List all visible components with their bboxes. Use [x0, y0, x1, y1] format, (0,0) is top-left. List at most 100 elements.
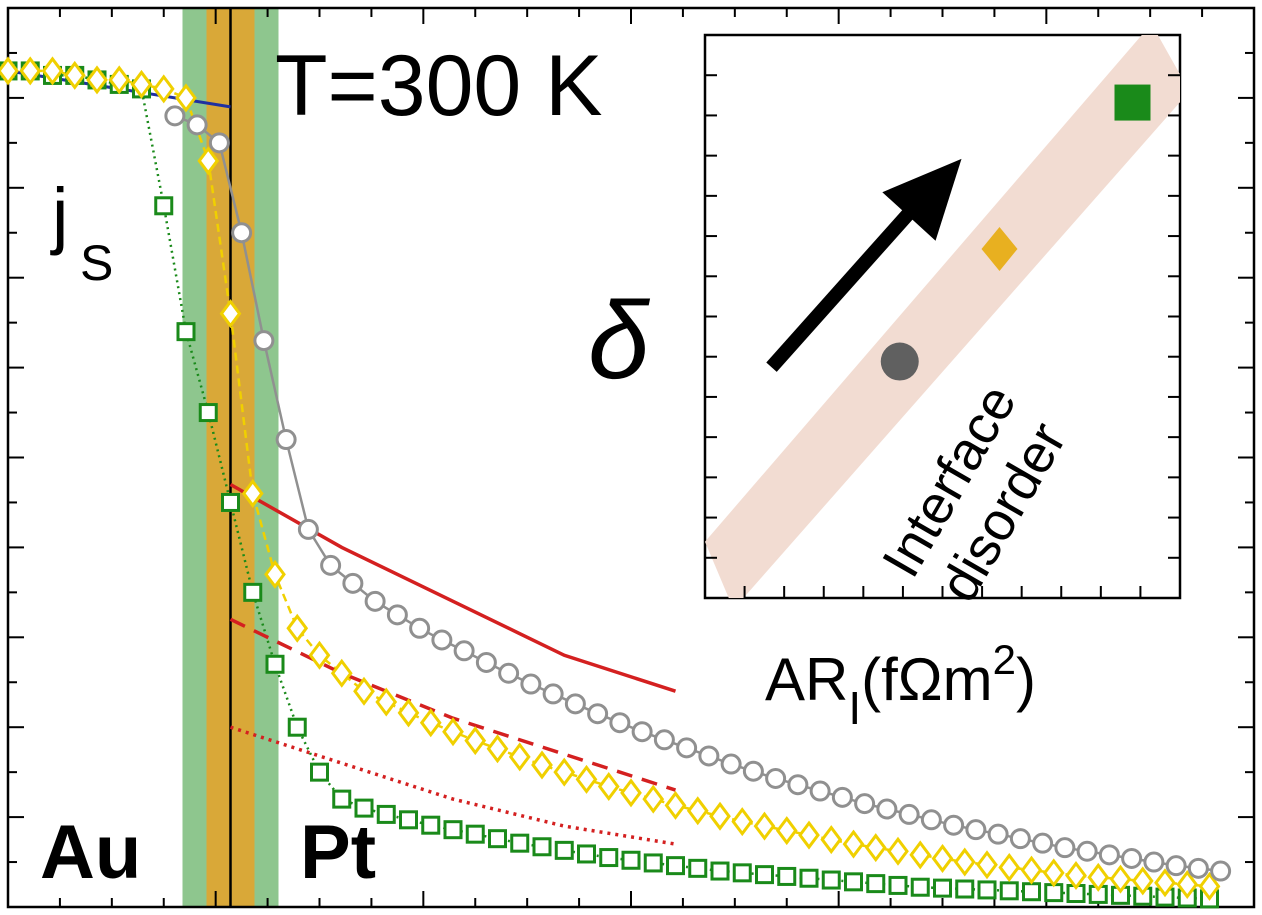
circle-marker — [742, 760, 764, 782]
square-marker — [332, 789, 352, 809]
circle-marker — [320, 554, 342, 576]
square-marker — [1022, 882, 1041, 902]
diamond-marker — [219, 299, 242, 329]
diamond-marker — [241, 478, 264, 508]
diamond-marker — [620, 778, 642, 808]
square-marker — [376, 804, 396, 824]
circle-marker — [186, 114, 208, 136]
square-marker — [821, 870, 841, 890]
inset-x-label-unit: (fΩm — [861, 646, 992, 713]
circle-marker — [920, 809, 942, 831]
diamond-marker — [1198, 871, 1221, 901]
inset-point-circle — [880, 342, 919, 381]
circle-marker — [1098, 844, 1120, 866]
diamond-marker — [553, 757, 576, 787]
circle-marker — [676, 737, 698, 759]
diamond-marker — [308, 640, 331, 670]
square-marker — [999, 881, 1019, 901]
square-marker — [799, 868, 819, 888]
square-marker — [777, 866, 797, 886]
diamond-marker — [330, 658, 353, 688]
inset-point-square — [1114, 84, 1151, 121]
diamond-marker — [353, 676, 375, 706]
diamond-marker — [664, 790, 687, 820]
diamond-marker — [19, 56, 42, 86]
circle-marker — [854, 793, 876, 815]
diamond-marker — [953, 847, 976, 877]
diamond-marker — [775, 816, 798, 846]
circle-marker — [787, 774, 809, 796]
square-marker — [399, 810, 418, 830]
circle-marker — [164, 105, 186, 127]
square-marker — [465, 824, 485, 844]
square-marker — [265, 654, 285, 674]
diamond-marker — [731, 807, 754, 837]
diamond-marker — [1065, 861, 1087, 891]
circle-marker — [943, 814, 965, 836]
square-marker — [221, 492, 240, 512]
main-plot — [0, 6, 1256, 909]
circle-marker — [653, 729, 675, 751]
diamond-marker — [842, 829, 865, 859]
circle-marker — [208, 132, 230, 154]
diamond-marker — [709, 801, 731, 831]
circle-marker — [1187, 857, 1209, 879]
diamond-marker — [152, 74, 175, 104]
diamond-marker — [686, 796, 709, 826]
circle-marker — [542, 683, 564, 705]
diamond-marker — [1042, 858, 1065, 888]
square-marker — [866, 874, 886, 894]
diamond-marker — [130, 69, 153, 99]
inset-point-diamond — [981, 226, 1018, 271]
square-marker — [755, 865, 774, 885]
diamond-marker — [41, 56, 64, 86]
circle-marker — [587, 703, 609, 725]
diamond-marker — [464, 726, 487, 756]
square-marker — [243, 582, 263, 602]
square-marker — [154, 196, 174, 216]
square-marker — [421, 815, 441, 835]
circle-marker — [1121, 847, 1143, 869]
square-marker — [888, 875, 908, 895]
inset-x-label-sup: 2 — [993, 636, 1016, 683]
square-marker — [198, 403, 218, 423]
diamond-marker — [909, 840, 932, 870]
circle-marker — [898, 803, 920, 825]
square-marker — [688, 858, 708, 878]
square-marker — [532, 837, 552, 857]
chart-title: T=300 K — [275, 38, 603, 134]
circle-marker — [1009, 828, 1031, 850]
circle-marker — [453, 640, 475, 662]
circle-marker — [987, 823, 1009, 845]
diamond-marker — [375, 687, 398, 717]
circle-marker — [364, 590, 386, 612]
inset-x-label-main: AR — [765, 646, 848, 713]
diamond-marker — [1176, 870, 1199, 900]
diamond-marker — [442, 717, 464, 747]
diamond-marker — [197, 146, 220, 176]
diamond-marker — [931, 843, 954, 873]
diamond-marker — [820, 825, 843, 855]
circle-marker — [765, 767, 787, 789]
square-marker — [844, 872, 863, 892]
circle-marker — [609, 712, 631, 734]
square-marker — [287, 717, 307, 737]
circle-marker — [1032, 832, 1054, 854]
square-marker — [666, 856, 685, 876]
circle-marker — [520, 673, 542, 695]
circle-marker — [720, 753, 742, 775]
disorder-arrow-head — [882, 158, 962, 241]
square-marker — [710, 861, 730, 881]
square-marker — [977, 880, 997, 900]
circle-marker — [1143, 851, 1165, 873]
square-marker — [554, 840, 574, 860]
fit-line-dotted — [229, 725, 676, 846]
diamond-marker — [798, 820, 820, 850]
inset-x-label-close: ) — [1016, 646, 1036, 713]
diamond-marker — [1020, 855, 1043, 885]
diamond-marker — [1087, 862, 1110, 892]
circle-marker — [386, 604, 408, 626]
square-marker — [599, 848, 619, 868]
square-marker — [354, 798, 374, 818]
